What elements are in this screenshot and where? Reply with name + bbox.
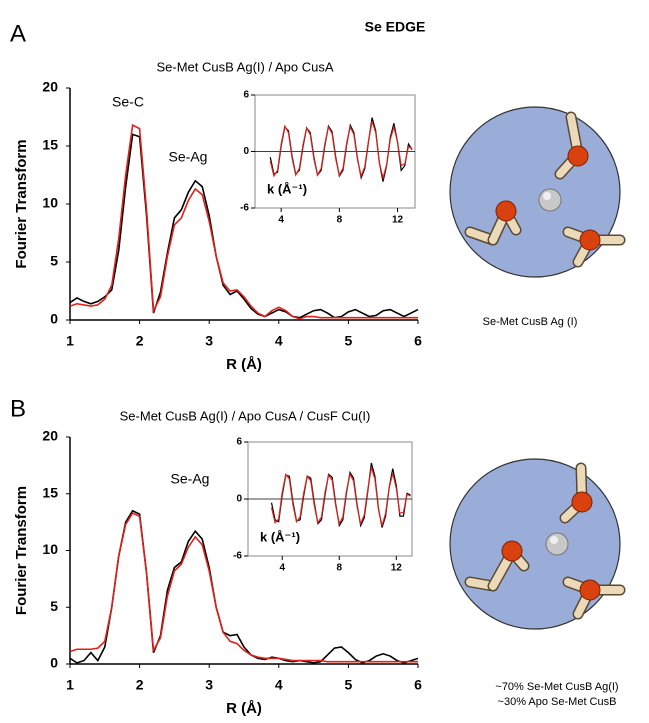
x-axis-label: k (Å⁻¹) [260,529,300,544]
y-tick-label: 6 [243,90,249,101]
x-tick-label: 4 [275,333,283,349]
x-tick-label: 8 [337,215,343,226]
structure-caption: ~70% Se-Met CusB Ag(I) [495,681,618,693]
x-tick-label: 5 [345,677,353,693]
annotation: Se-Ag [169,149,208,165]
annotation: Se-C [112,94,144,110]
structure-caption: Se-Met CusB Ag (I) [483,316,578,328]
y-tick-label: 5 [50,598,58,614]
x-tick-label: 12 [391,563,403,574]
figure-title: Se EDGE [365,19,426,35]
x-tick-label: 8 [336,563,342,574]
y-tick-label: 20 [42,428,58,444]
x-tick-label: 3 [205,333,213,349]
y-tick-label: 0 [50,655,58,671]
x-tick-label: 2 [136,333,144,349]
y-tick-label: 10 [42,195,58,211]
data-line [69,512,418,663]
x-tick-label: 4 [278,215,284,226]
data-line [270,467,411,526]
data-line [69,133,419,319]
chart-title: Se-Met CusB Ag(I) / Apo CusA / CusF Cu(I… [120,408,371,423]
structure-b [449,458,626,630]
y-tick-label: 0 [50,311,58,327]
x-tick-label: 6 [414,333,422,349]
x-tick-label: 4 [279,563,285,574]
x-axis-label: k (Å⁻¹) [267,181,307,196]
data-line [69,123,418,320]
y-tick-label: -6 [233,551,242,562]
y-tick-label: 15 [42,484,58,500]
x-tick-label: 3 [205,677,213,693]
panel-label: B [10,395,26,422]
y-tick-label: 10 [42,541,58,557]
annotation: Se-Ag [171,471,210,487]
y-tick-label: 5 [50,253,58,269]
x-tick-label: 5 [345,333,353,349]
x-axis-label: R (Å) [226,356,262,373]
panel-label: A [10,20,26,47]
y-tick-label: 15 [42,137,58,153]
y-tick-label: 0 [243,146,249,157]
x-tick-label: 1 [66,333,74,349]
y-tick-label: 6 [236,437,242,448]
x-tick-label: 12 [392,215,404,226]
x-tick-label: 1 [66,677,74,693]
y-axis-label: Fourier Transform [13,486,30,615]
x-tick-label: 6 [414,677,422,693]
data-line [269,121,413,181]
chart-title: Se-Met CusB Ag(I) / Apo CusA [156,59,333,74]
x-tick-label: 4 [275,677,283,693]
x-axis-label: R (Å) [226,700,262,717]
x-tick-label: 2 [136,677,144,693]
y-tick-label: 20 [42,79,58,95]
structure-a [449,106,626,278]
y-tick-label: 0 [236,494,242,505]
y-tick-label: -6 [240,203,249,214]
structure-caption: ~30% Apo Se-Met CusB [498,696,617,708]
y-axis-label: Fourier Transform [13,139,30,268]
